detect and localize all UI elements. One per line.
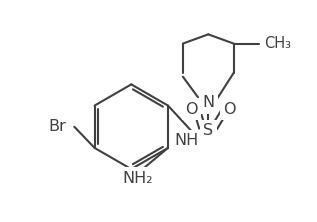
Text: N: N — [202, 95, 214, 110]
Text: O: O — [223, 101, 236, 117]
Text: O: O — [185, 101, 197, 117]
Text: NH₂: NH₂ — [122, 171, 153, 186]
Text: CH₃: CH₃ — [264, 36, 292, 51]
Text: Br: Br — [49, 119, 66, 134]
Text: NH: NH — [175, 133, 199, 148]
Text: S: S — [203, 123, 213, 138]
